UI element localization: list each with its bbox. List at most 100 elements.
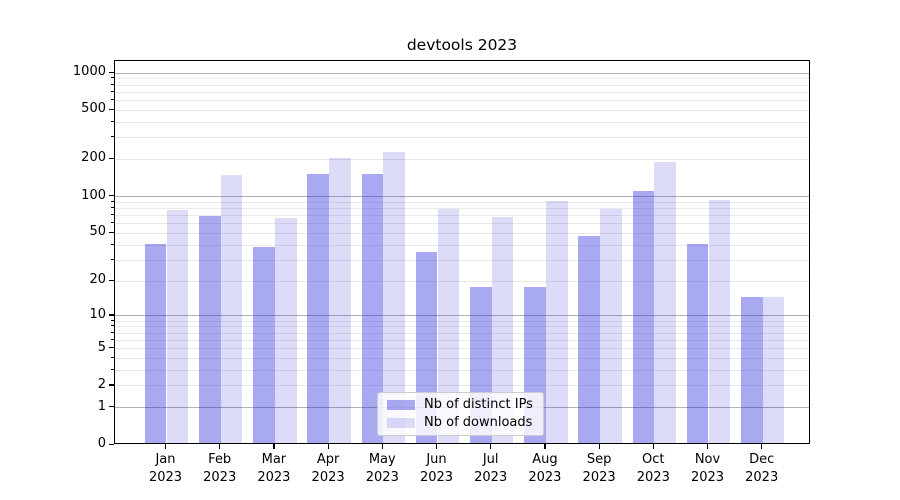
y-minor-tick [111, 213, 114, 215]
y-minor-tick [111, 243, 114, 245]
bar-may-ips [361, 173, 384, 443]
minor-gridline [115, 214, 809, 216]
bar-may-downloads [383, 151, 405, 443]
y-minor-tick [111, 338, 114, 340]
minor-gridline [115, 201, 809, 203]
bar-sep-ips [578, 235, 601, 443]
x-tick-label: Jan 2023 [148, 452, 183, 485]
y-tick-label: 1000 [72, 64, 106, 79]
minor-gridline [115, 280, 809, 282]
bar-nov-downloads [708, 200, 731, 443]
bar-apr-ips [307, 174, 330, 443]
x-tick-label: Nov 2023 [690, 452, 725, 485]
y-tick-label: 20 [89, 272, 106, 288]
x-tick [273, 444, 275, 449]
y-minor-tick [111, 325, 114, 327]
x-tick [219, 444, 221, 449]
y-tick [109, 443, 114, 445]
y-tick-label: 5 [97, 339, 106, 355]
minor-gridline [115, 158, 809, 160]
y-minor-tick [111, 200, 114, 202]
y-minor-tick [111, 356, 114, 358]
y-tick-label: 2 [97, 376, 106, 392]
y-minor-tick [111, 157, 114, 159]
minor-gridline [115, 244, 809, 246]
y-minor-tick [111, 258, 114, 260]
legend-entry-distinct-ips: Nb of distinct IPs [387, 398, 543, 412]
x-tick-label: May 2023 [365, 452, 399, 485]
y-minor-tick [111, 347, 114, 349]
minor-gridline [115, 121, 809, 123]
bar-jan-downloads [166, 209, 189, 443]
x-tick [652, 444, 654, 449]
bar-oct-downloads [654, 161, 676, 443]
x-tick-label: Sep 2023 [582, 452, 616, 485]
legend-swatch-distinct-ips [387, 400, 415, 410]
minor-gridline [115, 232, 809, 234]
bar-sep-downloads [600, 209, 622, 443]
major-gridline [115, 72, 809, 74]
bar-apr-downloads [329, 158, 351, 443]
y-minor-tick [111, 231, 114, 233]
y-minor-tick [111, 120, 114, 122]
y-minor-tick [111, 108, 114, 110]
y-tick [109, 406, 114, 408]
x-tick [707, 444, 709, 449]
bar-oct-ips [632, 191, 655, 443]
y-minor-tick [111, 77, 114, 79]
minor-gridline [115, 320, 809, 322]
chart-title: devtools 2023 [406, 36, 518, 54]
y-minor-tick [111, 319, 114, 321]
bar-jun-downloads [437, 209, 460, 443]
x-tick [381, 444, 383, 449]
minor-gridline [115, 339, 809, 341]
minor-gridline [115, 259, 809, 261]
x-tick [327, 444, 329, 449]
bar-mar-downloads [274, 218, 297, 443]
x-tick-label: Apr 2023 [311, 452, 345, 485]
x-tick [165, 444, 167, 449]
minor-gridline [115, 369, 809, 371]
major-gridline [115, 196, 809, 197]
x-tick-label: Jul 2023 [474, 452, 508, 485]
plot-area [114, 60, 810, 444]
minor-gridline [115, 78, 809, 80]
minor-gridline [115, 223, 809, 225]
bar-feb-downloads [220, 174, 243, 443]
bar-jul-downloads [491, 216, 514, 443]
x-tick-label: Feb 2023 [203, 452, 237, 485]
y-tick [109, 71, 114, 73]
bar-aug-downloads [545, 201, 568, 443]
legend-entry-downloads: Nb of downloads [387, 416, 543, 430]
minor-gridline [115, 385, 809, 387]
legend-label-downloads: Nb of downloads [424, 415, 533, 430]
x-tick-label: Oct 2023 [636, 452, 670, 485]
y-tick-label: 0 [97, 436, 106, 451]
x-tick [544, 444, 546, 449]
y-tick [109, 195, 114, 197]
legend: Nb of distinct IPs Nb of downloads [377, 392, 544, 436]
y-minor-tick [111, 98, 114, 100]
y-minor-tick [111, 90, 114, 92]
major-gridline [115, 315, 809, 317]
bar-mar-ips [253, 247, 275, 443]
legend-swatch-downloads [387, 418, 415, 428]
y-minor-tick [111, 331, 114, 333]
y-tick-label: 1 [97, 398, 106, 414]
x-tick [436, 444, 438, 449]
y-tick-label: 200 [81, 150, 106, 166]
minor-gridline [115, 91, 809, 93]
y-tick-label: 100 [81, 187, 106, 203]
legend-label-distinct-ips: Nb of distinct IPs [424, 397, 533, 412]
x-tick-label: Dec 2023 [745, 452, 779, 485]
minor-gridline [115, 84, 809, 86]
y-tick-label: 50 [89, 224, 106, 240]
y-minor-tick [111, 206, 114, 208]
x-tick-label: Jun 2023 [419, 452, 454, 485]
minor-gridline [115, 357, 809, 359]
bar-jan-ips [144, 244, 167, 443]
y-tick-label: 500 [81, 101, 106, 117]
minor-gridline [115, 207, 809, 209]
y-minor-tick [111, 368, 114, 370]
